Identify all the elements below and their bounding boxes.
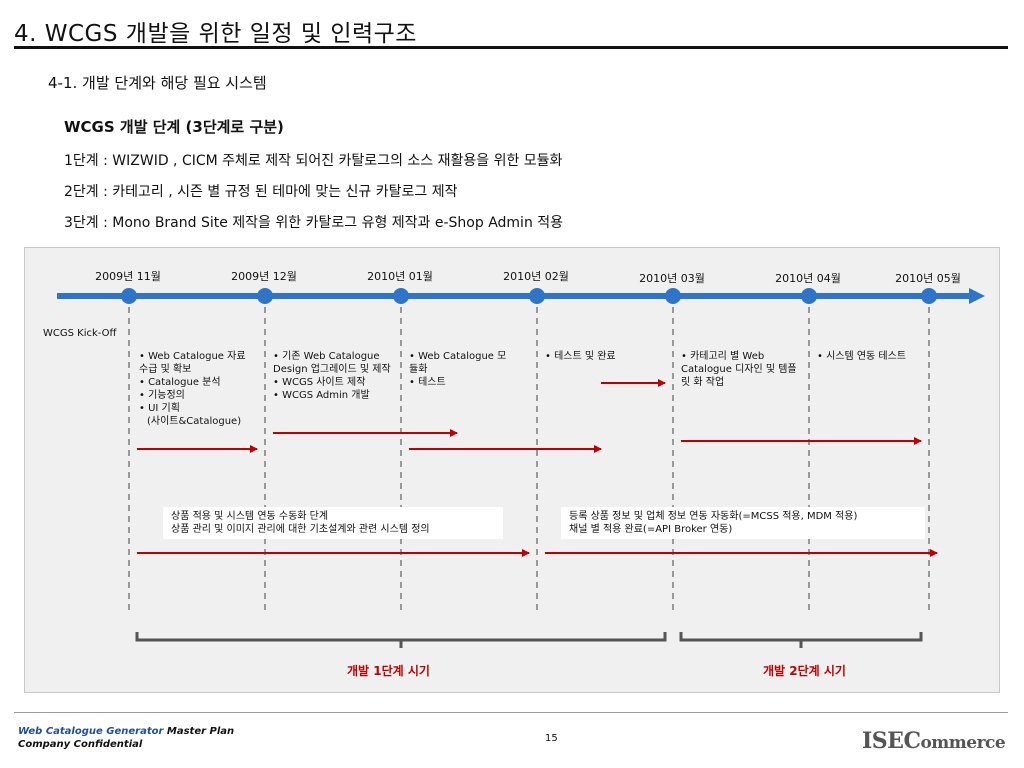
- task-note-4: • 테스트 및 완료: [545, 351, 616, 362]
- phase2-label: 개발 2단계 시기: [763, 664, 846, 678]
- task-note-3: • Web Catalogue 모듈화 • 테스트: [409, 351, 507, 388]
- footer-product-name: Web Catalogue Generator: [18, 726, 164, 737]
- month-dot-7: [921, 288, 937, 304]
- month-dot-2: [257, 288, 273, 304]
- footer-rule: [14, 712, 1008, 713]
- phase2-bracket: [679, 632, 923, 648]
- month-label-4: 2010년 02월: [503, 270, 569, 283]
- month-label-5: 2010년 03월: [639, 272, 705, 285]
- month-dot-4: [529, 288, 545, 304]
- task-note-1: • Web Catalogue 자료 수급 및 확보 • Catalogue 분…: [139, 351, 246, 427]
- month-label-2: 2009년 12월: [231, 270, 297, 283]
- month-dot-6: [801, 288, 817, 304]
- stage-3-text: 3단계 : Mono Brand Site 제작을 위한 카탈로그 유형 제작과…: [64, 215, 564, 231]
- stages-heading: WCGS 개발 단계 (3단계로 구분): [64, 118, 284, 136]
- footer-doc-name: Master Plan: [166, 726, 235, 737]
- phase1-description: 상품 적용 및 시스템 연동 수동화 단계 상품 관리 및 이미지 관리에 대한…: [163, 507, 503, 539]
- section-subtitle: 4-1. 개발 단계와 해당 필요 시스템: [48, 74, 267, 92]
- month-label-3: 2010년 01월: [367, 270, 433, 283]
- timeline-panel: 2009년 11월 2009년 12월 2010년 01월 2010년 02월 …: [24, 247, 1000, 693]
- kickoff-label: WCGS Kick-Off: [43, 328, 117, 339]
- footer-document-info: Web Catalogue Generator Master Plan Comp…: [18, 725, 234, 751]
- timeline-axis-arrowhead: [969, 288, 985, 304]
- footer-confidential: Company Confidential: [18, 739, 143, 750]
- task-note-5: • 카테고리 별 Web Catalogue 디자인 및 템플릿 화 작업: [681, 351, 797, 388]
- month-label-6: 2010년 04월: [775, 272, 841, 285]
- page-title: 4. WCGS 개발을 위한 일정 및 인력구조: [14, 21, 417, 47]
- title-rule: [14, 46, 1008, 49]
- phase1-bracket: [135, 632, 667, 648]
- phase1-label: 개발 1단계 시기: [347, 664, 430, 678]
- month-dot-5: [665, 288, 681, 304]
- page-number: 15: [545, 733, 558, 744]
- task-note-6: • 시스템 연동 테스트: [817, 351, 907, 362]
- timeline-graphics: [57, 288, 985, 648]
- month-dot-3: [393, 288, 409, 304]
- month-label-1: 2009년 11월: [95, 270, 161, 283]
- phase2-description: 등록 상품 정보 및 업체 정보 연동 자동화(=MCSS 적용, MDM 적용…: [561, 507, 925, 539]
- stage-1-text: 1단계 : WIZWID , CICM 주체로 제작 되어진 카탈로그의 소스 …: [64, 153, 563, 169]
- task-note-2: • 기존 Web Catalogue Design 업그레이드 및 제작 • W…: [273, 351, 391, 401]
- month-label-7: 2010년 05월: [895, 272, 961, 285]
- stage-2-text: 2단계 : 카테고리 , 시즌 별 규정 된 테마에 맞는 신규 카탈로그 제작: [64, 184, 458, 200]
- month-dot-1: [121, 288, 137, 304]
- company-logo: ISECommerce: [862, 728, 1006, 754]
